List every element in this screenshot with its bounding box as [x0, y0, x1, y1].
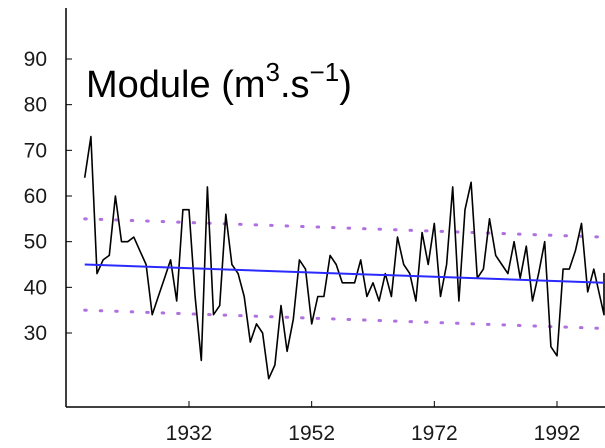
y-tick-label: 60	[24, 185, 47, 208]
y-tick-label: 80	[24, 94, 47, 117]
x-tick-label: 1952	[288, 422, 335, 445]
x-tick-label: 1992	[534, 422, 581, 445]
y-tick-label: 40	[24, 276, 47, 299]
x-tick-label: 1932	[166, 422, 213, 445]
y-tick-label: 30	[24, 322, 47, 345]
observed-series-line	[83, 135, 605, 380]
y-tick-label: 70	[24, 139, 47, 162]
upper-confidence-band	[83, 217, 605, 239]
trend-line	[84, 263, 605, 284]
y-tick-label: 90	[24, 48, 47, 71]
x-tick-label: 1972	[411, 422, 458, 445]
lower-confidence-band	[83, 308, 605, 330]
chart-title: Module (m3.s−1)	[86, 57, 352, 106]
y-tick-label: 50	[24, 231, 47, 254]
